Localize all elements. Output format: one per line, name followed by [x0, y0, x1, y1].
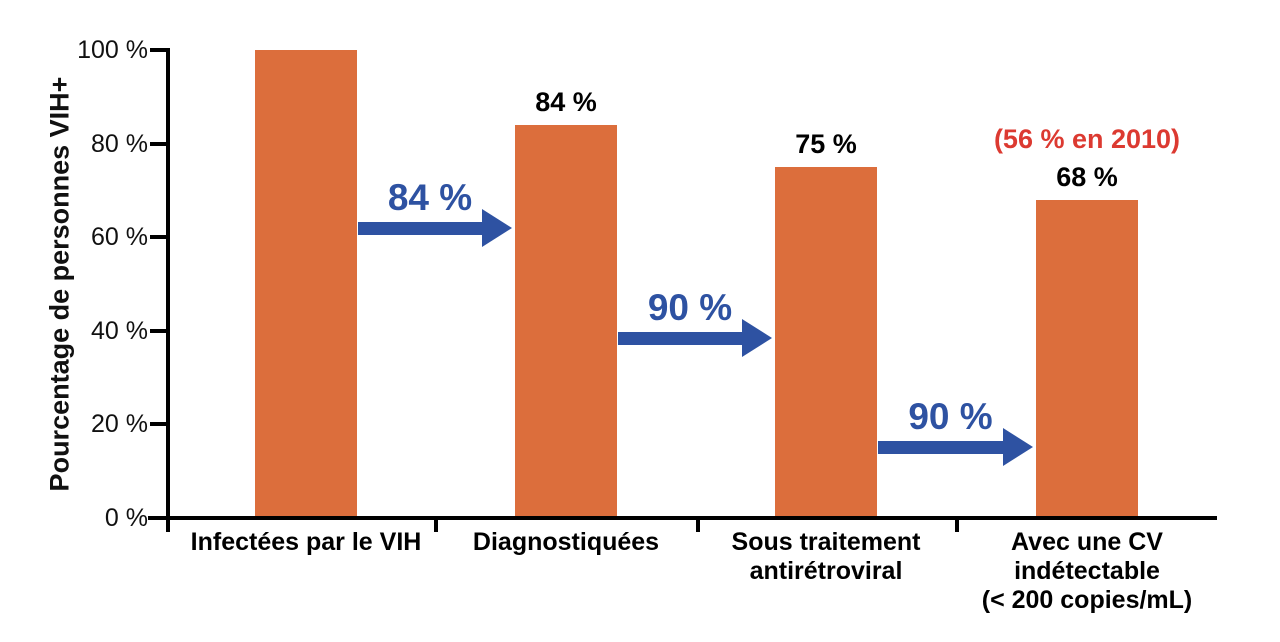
y-tick-label: 0 % [104, 504, 148, 532]
arrow-label: 90 % [908, 396, 993, 437]
arrow-shaft [358, 222, 484, 235]
y-tick [150, 235, 168, 240]
category-label: Sous traitement antirétroviral [731, 528, 921, 585]
y-tick [150, 516, 168, 520]
category-label: Avec une CV indétectable (< 200 copies/m… [981, 528, 1193, 614]
x-tick [955, 520, 959, 532]
bar [255, 50, 357, 516]
y-tick-label: 20 % [91, 410, 148, 439]
bar [1036, 199, 1138, 516]
y-tick [150, 422, 168, 427]
y-tick-label: 100 % [77, 36, 148, 64]
y-tick-label: 80 % [91, 129, 148, 158]
y-tick [150, 141, 168, 146]
x-axis-line [148, 516, 1217, 520]
x-tick [696, 520, 700, 532]
y-tick [150, 328, 168, 333]
x-tick [434, 520, 438, 532]
y-tick-label: 60 % [91, 223, 148, 252]
arrow-shaft [618, 332, 744, 345]
category-label: Infectées par le VIH [190, 528, 422, 556]
bar-value-label: 75 % [795, 129, 857, 159]
arrow-label: 84 % [387, 177, 473, 218]
category-label: Diagnostiquées [472, 528, 660, 556]
arrow-shaft [878, 441, 1005, 454]
bar [775, 167, 877, 516]
arrow-label: 90 % [647, 287, 733, 328]
bar [515, 124, 617, 516]
arrow-head [482, 209, 512, 247]
bar-value-label: 84 % [535, 86, 597, 117]
y-tick-label: 40 % [91, 316, 148, 345]
y-tick [150, 48, 168, 52]
y-axis-line [166, 48, 170, 532]
arrow-head [742, 319, 772, 357]
bar-value-label: 68 % [1056, 161, 1118, 192]
annotation-2010: (56 % en 2010) [993, 123, 1181, 154]
arrow-head [1003, 428, 1033, 466]
